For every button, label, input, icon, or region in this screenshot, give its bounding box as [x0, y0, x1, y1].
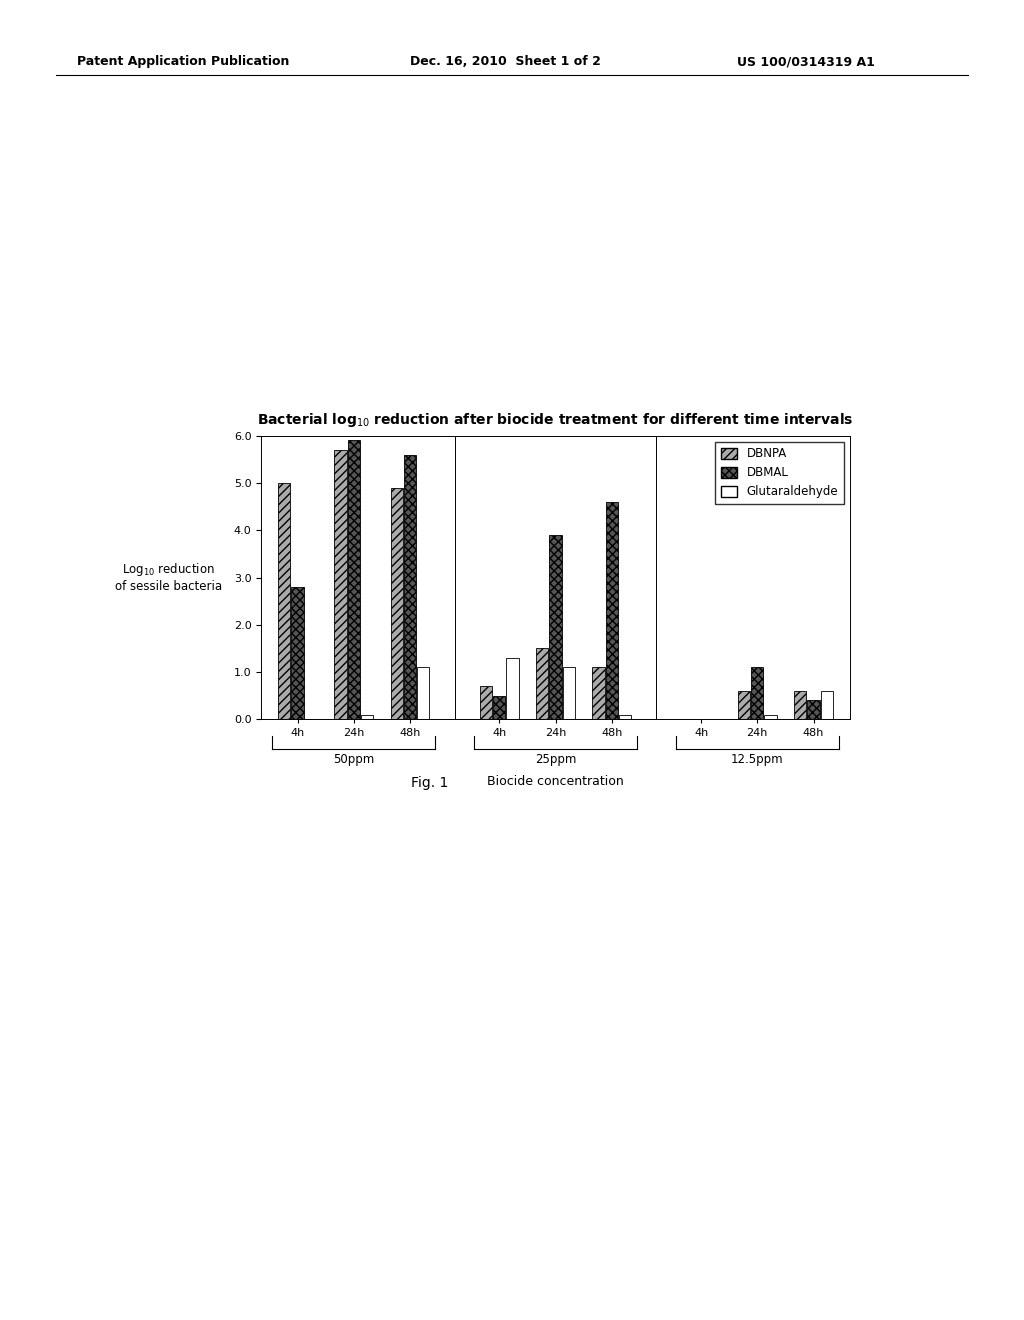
Text: Dec. 16, 2010  Sheet 1 of 2: Dec. 16, 2010 Sheet 1 of 2: [410, 55, 600, 69]
Bar: [537, 648, 549, 719]
Bar: [335, 450, 346, 719]
Bar: [562, 668, 574, 719]
Bar: [480, 686, 493, 719]
Bar: [618, 714, 631, 719]
Bar: [348, 441, 359, 719]
Bar: [765, 714, 776, 719]
Bar: [403, 454, 416, 719]
Bar: [593, 668, 604, 719]
Text: US 100/0314319 A1: US 100/0314319 A1: [737, 55, 876, 69]
Bar: [391, 487, 402, 719]
Text: Patent Application Publication: Patent Application Publication: [77, 55, 289, 69]
Legend: DBNPA, DBMAL, Glutaraldehyde: DBNPA, DBMAL, Glutaraldehyde: [715, 441, 844, 504]
Bar: [507, 657, 518, 719]
Bar: [494, 696, 506, 719]
Text: 25ppm: 25ppm: [535, 754, 577, 767]
Text: Fig. 1: Fig. 1: [412, 776, 449, 791]
Bar: [550, 535, 561, 719]
Text: 50ppm: 50ppm: [333, 754, 375, 767]
Bar: [752, 668, 763, 719]
Bar: [795, 692, 806, 719]
Text: Biocide concentration: Biocide concentration: [487, 775, 624, 788]
Text: 12.5ppm: 12.5ppm: [731, 754, 783, 767]
Bar: [808, 701, 819, 719]
Bar: [279, 483, 291, 719]
Bar: [820, 692, 833, 719]
Title: Bacterial log$_{10}$ reduction after biocide treatment for different time interv: Bacterial log$_{10}$ reduction after bio…: [257, 412, 854, 429]
Bar: [292, 587, 303, 719]
Bar: [738, 692, 751, 719]
Bar: [417, 668, 429, 719]
Bar: [360, 714, 373, 719]
Bar: [605, 502, 617, 719]
Text: Log$_{10}$ reduction
of sessile bacteria: Log$_{10}$ reduction of sessile bacteria: [115, 561, 222, 594]
